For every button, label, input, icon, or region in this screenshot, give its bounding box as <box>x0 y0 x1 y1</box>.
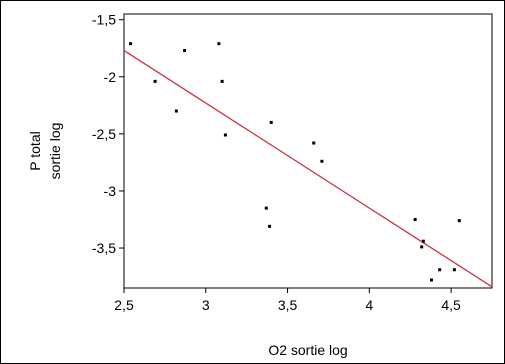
data-point <box>174 109 178 113</box>
data-point <box>129 42 133 46</box>
data-point <box>217 42 221 46</box>
data-point <box>438 268 442 272</box>
data-point <box>183 49 187 53</box>
y-axis-ticks: -1,5 -2 -2,5 -3 -3,5 <box>92 12 124 256</box>
y-axis-title-line: sortie log <box>47 123 63 180</box>
data-point <box>413 218 417 221</box>
data-point <box>312 141 316 145</box>
y-tick-label: -2,5 <box>92 126 116 142</box>
data-point <box>457 219 461 223</box>
x-axis-ticks: 2,5 3 3,5 4 4,5 <box>114 288 461 313</box>
x-axis-title: O2 sortie log <box>268 342 347 358</box>
y-tick-label: -2 <box>104 69 117 85</box>
x-tick-label: 2,5 <box>114 297 134 313</box>
data-point <box>223 133 227 137</box>
y-tick-label: -3,5 <box>92 240 116 256</box>
fit-line-group <box>123 49 493 288</box>
data-point <box>153 79 157 83</box>
data-point <box>220 79 224 83</box>
y-tick-label: -3 <box>104 183 117 199</box>
data-points <box>129 42 461 282</box>
data-point <box>264 206 268 210</box>
y-axis-title: P total sortie log <box>27 123 63 180</box>
x-tick-label: 3,5 <box>278 297 298 313</box>
y-axis-title-line: P total <box>27 131 43 170</box>
data-point <box>429 278 433 282</box>
plot-border <box>123 13 493 289</box>
data-point <box>269 120 273 124</box>
x-tick-label: 4,5 <box>441 297 461 313</box>
data-point <box>320 159 324 163</box>
x-tick-label: 4 <box>365 297 373 313</box>
x-tick-label: 3 <box>202 297 210 313</box>
data-point <box>420 245 424 249</box>
data-point <box>452 268 456 272</box>
fit-line <box>123 49 493 288</box>
y-tick-label: -1,5 <box>92 12 116 28</box>
data-point <box>421 239 425 243</box>
plot-area <box>123 13 493 289</box>
data-point <box>268 224 272 228</box>
